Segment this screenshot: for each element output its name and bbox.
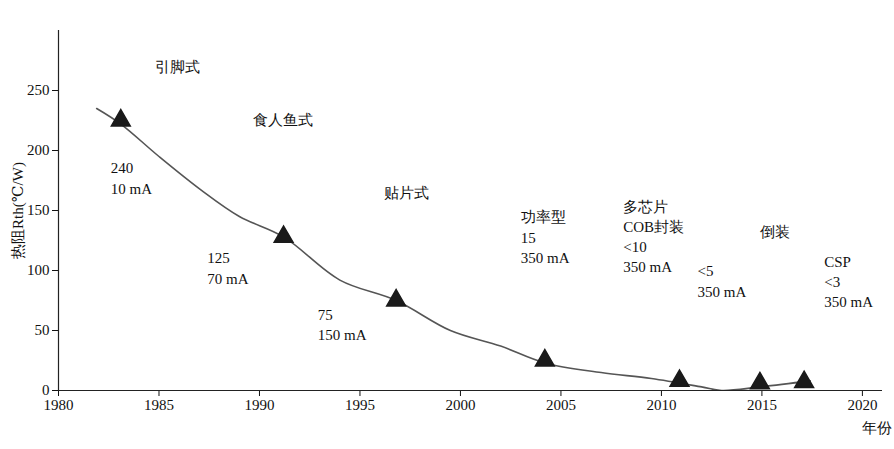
- svg-text:2015: 2015: [747, 397, 777, 413]
- svg-text:75150 mA: 75150 mA: [318, 307, 367, 343]
- svg-text:2000: 2000: [445, 397, 475, 413]
- svg-text:食人鱼式: 食人鱼式: [253, 112, 313, 128]
- svg-text:倒装: 倒装: [760, 224, 790, 240]
- svg-text:功率型15350 mA: 功率型15350 mA: [521, 209, 570, 266]
- svg-text:引脚式: 引脚式: [155, 59, 200, 75]
- svg-text:1995: 1995: [345, 397, 375, 413]
- svg-text:1980: 1980: [44, 397, 74, 413]
- svg-text:250: 250: [27, 82, 50, 98]
- svg-text:多芯片COB封装<10350 mA: 多芯片COB封装<10350 mA: [623, 199, 684, 276]
- svg-text:1985: 1985: [144, 397, 174, 413]
- svg-text:150: 150: [27, 202, 50, 218]
- svg-text:<5350 mA: <5350 mA: [698, 263, 747, 299]
- svg-text:24010 mA: 24010 mA: [111, 160, 152, 196]
- svg-text:热阻Rth(℃/W): 热阻Rth(℃/W): [10, 162, 27, 259]
- svg-text:2010: 2010: [646, 397, 676, 413]
- svg-text:200: 200: [27, 142, 50, 158]
- svg-text:0: 0: [42, 382, 50, 398]
- svg-text:年份: 年份: [862, 420, 892, 436]
- svg-text:50: 50: [35, 322, 50, 338]
- svg-text:2020: 2020: [847, 397, 877, 413]
- svg-text:贴片式: 贴片式: [384, 185, 429, 201]
- svg-text:12570 mA: 12570 mA: [207, 250, 248, 286]
- svg-text:100: 100: [27, 262, 50, 278]
- svg-text:1990: 1990: [244, 397, 274, 413]
- svg-text:CSP<3350 mA: CSP<3350 mA: [824, 254, 873, 311]
- svg-text:2005: 2005: [546, 397, 576, 413]
